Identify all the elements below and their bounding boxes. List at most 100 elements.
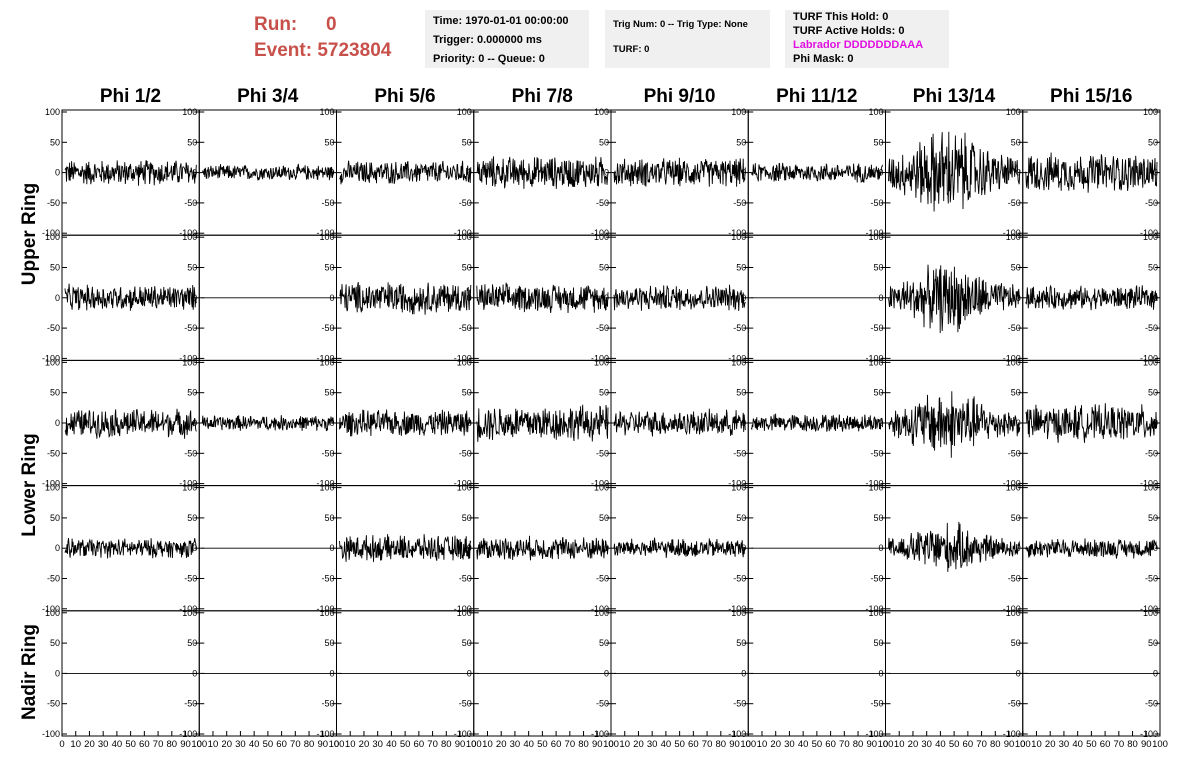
y-tick-label: 100 (45, 232, 60, 242)
x-tick-label: 50 (537, 739, 548, 750)
y-tick-label: 50 (736, 137, 746, 147)
x-tick-label: 10 (345, 739, 356, 750)
y-tick-label: 0 (55, 543, 60, 553)
x-tick-label: 40 (661, 739, 672, 750)
x-tick-label: 0 (1020, 739, 1025, 750)
x-tick-label: 40 (935, 739, 946, 750)
x-tick-label: 70 (290, 739, 301, 750)
y-tick-label: 50 (1011, 137, 1021, 147)
y-tick-label: 50 (1148, 513, 1158, 523)
y-tick-label: 100 (319, 357, 334, 367)
y-tick-label: -100 (1003, 604, 1021, 614)
column-header: Phi 1/2 (99, 86, 162, 107)
y-tick-label: -100 (316, 604, 334, 614)
turf-text: TURF: 0 (613, 44, 650, 55)
y-tick-label: 50 (1011, 638, 1021, 648)
y-tick-label: 50 (187, 513, 197, 523)
y-tick-label: 100 (868, 357, 883, 367)
y-tick-label: 50 (736, 638, 746, 648)
x-tick-label: 80 (578, 739, 589, 750)
y-tick-label: 50 (873, 137, 883, 147)
time-info-box: Time: 1970-01-01 00:00:00 Trigger: 0.000… (425, 10, 589, 68)
y-tick-label: -50 (1145, 198, 1158, 208)
y-tick-label: 0 (604, 168, 609, 178)
y-tick-label: 100 (731, 483, 746, 493)
y-tick-label: 0 (1153, 543, 1158, 553)
y-tick-label: -50 (733, 574, 746, 584)
y-tick-label: -100 (454, 353, 472, 363)
y-tick-label: 100 (868, 232, 883, 242)
y-tick-label: 100 (45, 483, 60, 493)
waveform-trace (476, 282, 609, 314)
y-tick-label: 100 (731, 608, 746, 618)
y-tick-label: 100 (594, 483, 609, 493)
x-tick-label: 70 (976, 739, 987, 750)
x-tick-label: 90 (592, 739, 603, 750)
y-tick-label: 0 (55, 668, 60, 678)
y-tick-label: 50 (873, 388, 883, 398)
x-tick-label: 30 (98, 739, 109, 750)
y-tick-label: -100 (591, 353, 609, 363)
y-tick-label: -100 (1140, 479, 1158, 489)
y-tick-label: -50 (870, 574, 883, 584)
y-tick-label: 50 (187, 137, 197, 147)
x-tick-label: 20 (496, 739, 507, 750)
waveform-trace (888, 521, 1021, 572)
y-tick-label: -100 (42, 604, 60, 614)
y-tick-label: 50 (1011, 263, 1021, 273)
y-tick-label: 50 (462, 513, 472, 523)
panel-frame (198, 359, 337, 487)
x-tick-label: 100 (1152, 739, 1168, 750)
waveform-trace (888, 391, 1021, 458)
column-header: Phi 9/10 (643, 86, 716, 107)
y-tick-label: -100 (454, 228, 472, 238)
y-tick-label: 100 (319, 483, 334, 493)
y-tick-label: -100 (454, 604, 472, 614)
x-tick-label: 10 (70, 739, 81, 750)
y-tick-label: -100 (42, 228, 60, 238)
y-tick-label: -100 (591, 604, 609, 614)
x-tick-label: 80 (853, 739, 864, 750)
trigger-info-box: Trig Num: 0 -- Trig Type: None TURF: 0 (605, 10, 770, 68)
x-tick-label: 80 (167, 739, 178, 750)
waveform-trace (339, 160, 472, 185)
y-tick-label: 50 (599, 137, 609, 147)
y-tick-label: -100 (865, 729, 883, 739)
y-tick-label: -50 (870, 198, 883, 208)
y-tick-label: -50 (1008, 448, 1021, 458)
turf-hold-text: TURF This Hold: 0 (793, 11, 889, 23)
y-tick-label: -50 (321, 699, 334, 709)
y-tick-label: -50 (733, 448, 746, 458)
x-tick-label: 20 (221, 739, 232, 750)
waveform-trace (64, 408, 197, 439)
y-tick-label: -100 (591, 729, 609, 739)
phi-mask-text: Phi Mask: 0 (793, 53, 854, 65)
waveform-trace (339, 409, 472, 437)
y-tick-label: -50 (47, 198, 60, 208)
y-tick-label: 100 (1143, 608, 1158, 618)
x-tick-label: 0 (746, 739, 751, 750)
y-tick-label: 100 (731, 357, 746, 367)
x-tick-label: 100 (1015, 739, 1031, 750)
x-tick-label: 100 (878, 739, 894, 750)
y-tick-label: 100 (594, 232, 609, 242)
waveform-trace (1025, 538, 1158, 559)
x-tick-label: 0 (197, 739, 202, 750)
y-tick-label: 100 (594, 608, 609, 618)
y-tick-label: -50 (1008, 699, 1021, 709)
y-tick-label: 50 (324, 638, 334, 648)
y-tick-label: 100 (457, 483, 472, 493)
turf-info-box: TURF This Hold: 0 TURF Active Holds: 0 L… (785, 10, 949, 68)
x-tick-label: 70 (427, 739, 438, 750)
x-tick-label: 40 (523, 739, 534, 750)
y-tick-label: -50 (870, 323, 883, 333)
x-tick-label: 40 (1072, 739, 1083, 750)
y-tick-label: 50 (187, 638, 197, 648)
y-tick-label: -100 (1003, 479, 1021, 489)
y-tick-label: -100 (1003, 729, 1021, 739)
x-tick-label: 60 (963, 739, 974, 750)
y-tick-label: 100 (594, 357, 609, 367)
y-tick-label: 100 (731, 232, 746, 242)
y-tick-label: -50 (321, 323, 334, 333)
y-tick-label: -50 (184, 198, 197, 208)
